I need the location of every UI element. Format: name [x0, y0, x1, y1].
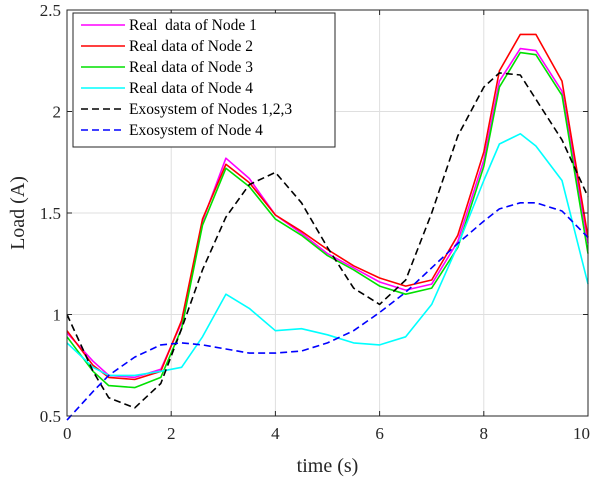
x-tick-label: 6 — [375, 424, 384, 443]
axis-ticks: 0 2 4 6 8 10 0.5 1 1.5 2 2.5 — [40, 1, 590, 443]
legend-box — [72, 12, 336, 148]
y-tick-label: 0.5 — [40, 407, 61, 426]
legend: Real data of Node 1 Real data of Node 2 Re… — [72, 12, 336, 148]
y-axis-label: Load (A) — [7, 176, 29, 250]
legend-label: Real data of Node 2 — [129, 38, 253, 55]
x-tick-label: 2 — [167, 424, 176, 443]
legend-label: Real data of Node 3 — [129, 59, 253, 76]
x-tick-label: 4 — [271, 424, 280, 443]
legend-label: Real data of Node 1 — [129, 17, 257, 34]
x-tick-label: 0 — [63, 424, 72, 443]
series-line-3 — [66, 51, 589, 389]
y-tick-label: 1.5 — [40, 204, 61, 223]
series-line-4 — [66, 133, 589, 377]
legend-label: Exosystem of Nodes 1,2,3 — [129, 101, 292, 118]
series-lines — [66, 33, 589, 421]
series-line-5 — [66, 72, 589, 409]
series-line-6 — [66, 202, 589, 421]
legend-label: Real data of Node 4 — [129, 80, 253, 97]
x-axis-label: time (s) — [297, 455, 359, 477]
series-line-2 — [66, 33, 589, 381]
legend-label: Exosystem of Node 4 — [129, 122, 263, 139]
x-tick-label: 8 — [480, 424, 489, 443]
y-tick-label: 2 — [53, 103, 62, 122]
x-tick-label: 10 — [573, 424, 590, 443]
y-tick-label: 1 — [53, 306, 62, 325]
y-tick-label: 2.5 — [40, 1, 61, 20]
